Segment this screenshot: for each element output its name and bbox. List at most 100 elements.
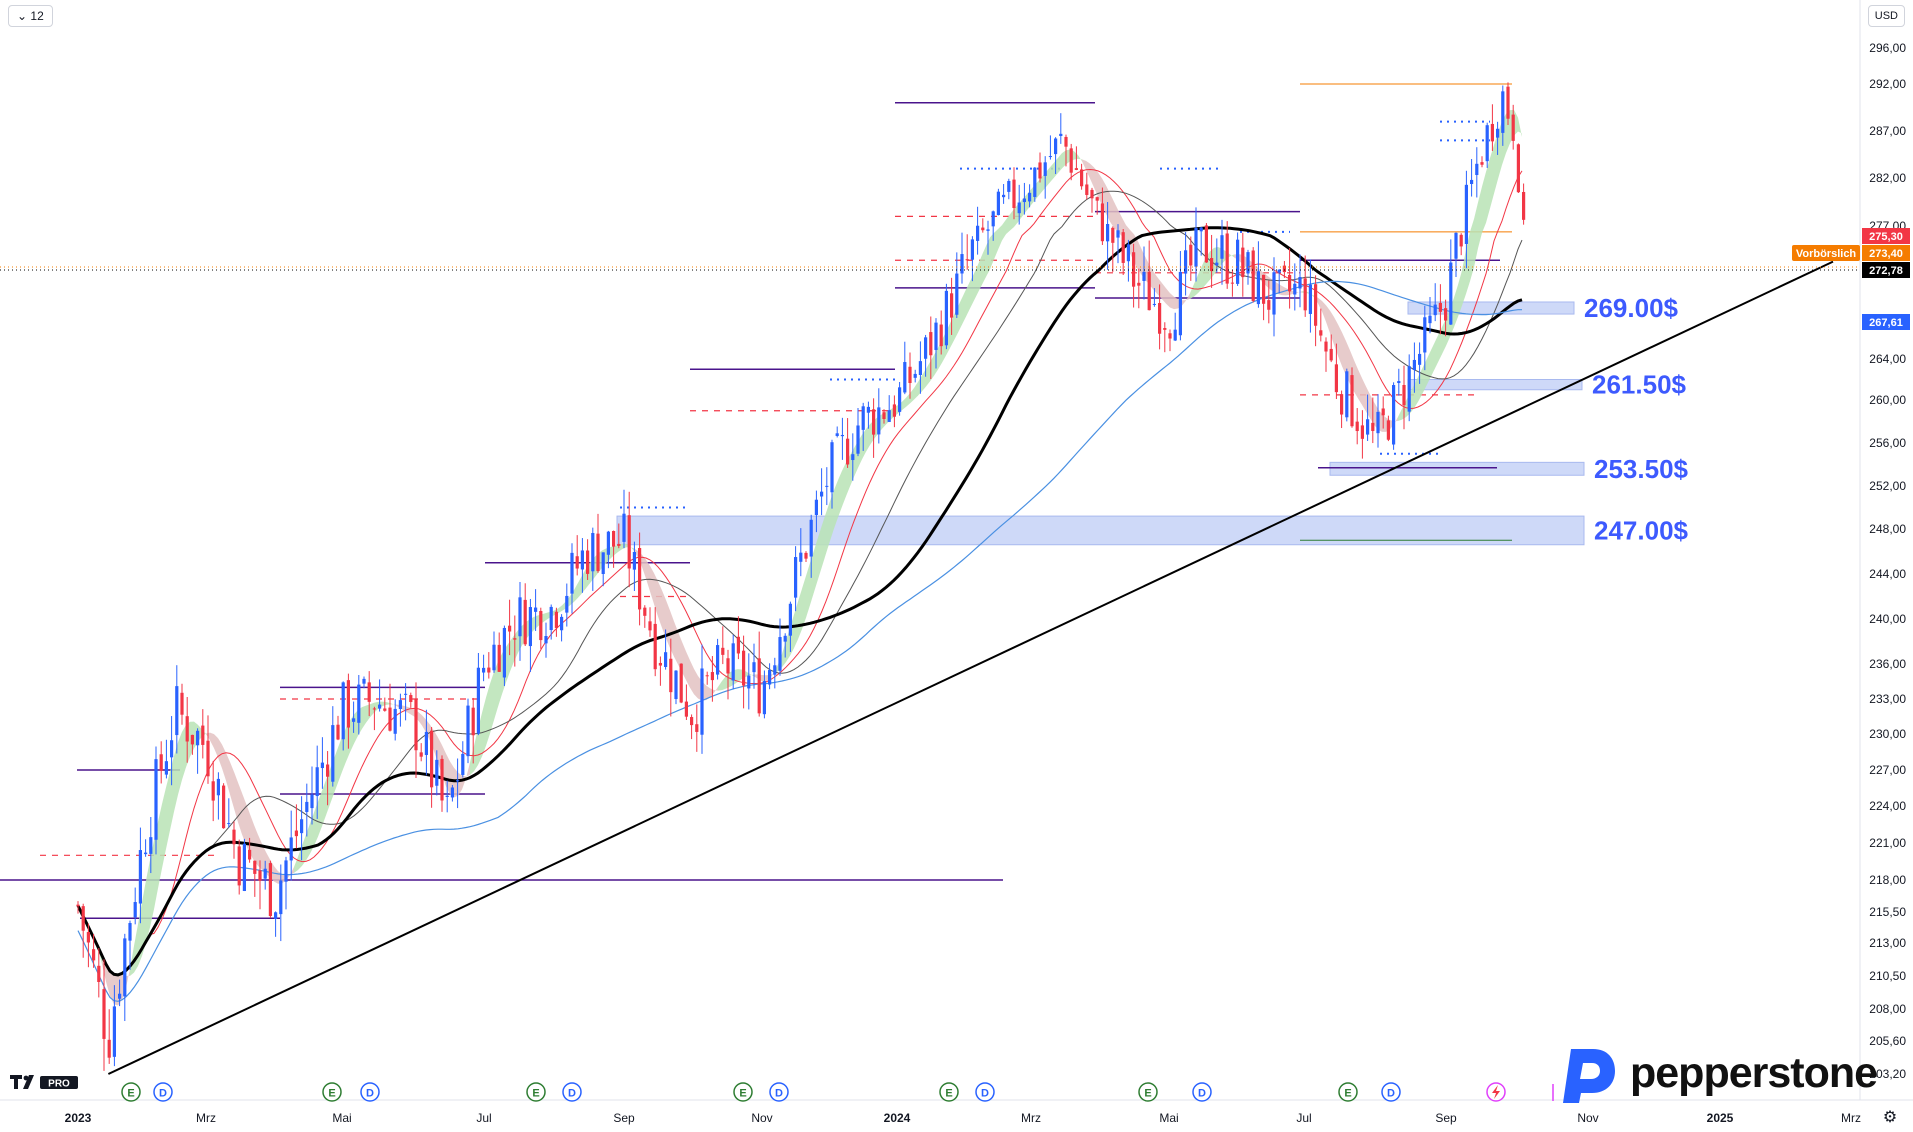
candle-body (1397, 381, 1401, 384)
price-tick-label: 252,00 (1869, 479, 1906, 493)
candle-body (866, 406, 870, 413)
candle-body (102, 989, 106, 1039)
candle-body (1043, 162, 1047, 176)
candle-body (164, 761, 168, 775)
ema-ribbon-segment (686, 651, 690, 688)
candle-body (570, 552, 574, 594)
ema-ribbon-segment (334, 747, 338, 794)
ema-ribbon-segment (610, 546, 614, 559)
price-axis[interactable]: 296,00292,00287,00282,00277,00264,00260,… (1859, 0, 1906, 1100)
session-badge-label: Vorbörslich (1796, 248, 1857, 260)
candle-body (1106, 224, 1110, 242)
candle-body (300, 819, 304, 834)
candle-body (653, 623, 657, 670)
candle-body (170, 740, 174, 758)
ema-ribbon-segment (458, 772, 462, 796)
candle-body (970, 239, 974, 260)
candle-body (1022, 198, 1026, 203)
candle-body (1152, 303, 1156, 305)
event-marker-label: E (127, 1088, 134, 1100)
ema-ribbon-segment (210, 732, 214, 749)
candle-body (695, 724, 699, 732)
support-zone (1329, 461, 1585, 476)
candle-body (112, 1006, 116, 1057)
candle-body (705, 675, 709, 677)
ema-ribbon-segment (418, 711, 422, 726)
candle-body (456, 780, 460, 782)
candle-body (357, 684, 361, 723)
candle-body (430, 730, 434, 788)
ema-ribbon-segment (230, 761, 234, 809)
candle-body (1194, 228, 1198, 267)
ema-ribbon-segment (914, 381, 918, 400)
candle-body (690, 717, 694, 726)
ema-ribbon-segment (826, 501, 830, 554)
candle-body (1163, 328, 1167, 330)
candle-body (508, 625, 512, 632)
ema-ribbon-segment (238, 782, 242, 835)
ema-ribbon-segment (706, 685, 710, 701)
ema-ribbon-segment (1470, 218, 1474, 282)
ema-ribbon-segment (322, 779, 326, 827)
price-tag (1862, 228, 1910, 244)
candle-body (1444, 308, 1448, 321)
dividend-marker (769, 1082, 789, 1102)
candle-body (580, 550, 584, 570)
ema-ribbon-segment (302, 834, 306, 866)
candle-body (154, 759, 158, 840)
event-marker-label: E (945, 1088, 952, 1100)
ema-ribbon-segment (1330, 310, 1334, 345)
price-tick-label: 296,00 (1869, 41, 1906, 55)
candle-body (326, 764, 330, 777)
candle-body (991, 211, 995, 227)
candle-body (913, 373, 917, 378)
candle-body (1329, 348, 1333, 361)
candle-body (1470, 179, 1474, 185)
currency-selector[interactable]: USD (1867, 5, 1905, 27)
time-axis[interactable]: 2023 Mrz Mai Jul Sep Nov 2024 Mrz Mai Jul Sep Nov 20… (0, 1099, 1913, 1125)
ema-ribbon-segment (214, 734, 218, 758)
ema-ribbon-segment (630, 546, 634, 551)
time-tick-label: Sep (1435, 1111, 1457, 1125)
dividend-marker (360, 1082, 380, 1102)
ema-ribbon-segment (1002, 219, 1006, 241)
ema-ribbon-segment (142, 880, 146, 956)
candle-body (232, 829, 236, 845)
candle-body (518, 597, 522, 637)
candle-body (1402, 385, 1406, 406)
interval-selector[interactable]: ⌄ 12 (8, 5, 53, 27)
ema-ribbon-segment (1010, 209, 1014, 231)
ema-ribbon-segment (1166, 288, 1170, 308)
ema-ribbon-segment (1494, 132, 1498, 194)
time-tick-label: Jul (476, 1111, 491, 1125)
ema-ribbon-segment (490, 671, 494, 734)
candle-body (268, 863, 272, 917)
candle-body (846, 438, 850, 465)
candle-body (528, 607, 532, 647)
earnings-marker (322, 1082, 342, 1102)
event-marker-label: D (981, 1088, 989, 1100)
time-tick-label: Mrz (1841, 1111, 1861, 1125)
candle-body (617, 543, 621, 546)
candle-body (1360, 425, 1364, 439)
candle-body (627, 515, 631, 569)
candle-body (1324, 341, 1328, 352)
candle-body (1168, 333, 1172, 339)
ema-ribbon-segment (662, 590, 666, 639)
candle-body (180, 692, 184, 715)
price-tick-label: 215,50 (1869, 905, 1906, 919)
ema-ribbon-segment (106, 964, 110, 997)
candle-body (1459, 234, 1463, 247)
interval-label: 12 (30, 9, 44, 23)
dividend-marker (1192, 1082, 1212, 1102)
candle-body (1095, 197, 1099, 201)
price-tick-label: 208,00 (1869, 1002, 1906, 1016)
ema-ribbon-segment (658, 581, 662, 628)
candle-body (1178, 271, 1182, 336)
price-tag-label: 272,78 (1869, 265, 1903, 277)
ema-ribbon-segment (158, 804, 162, 889)
gear-icon[interactable]: ⚙ (1882, 1109, 1898, 1126)
ema-ribbon-segment (926, 362, 930, 387)
